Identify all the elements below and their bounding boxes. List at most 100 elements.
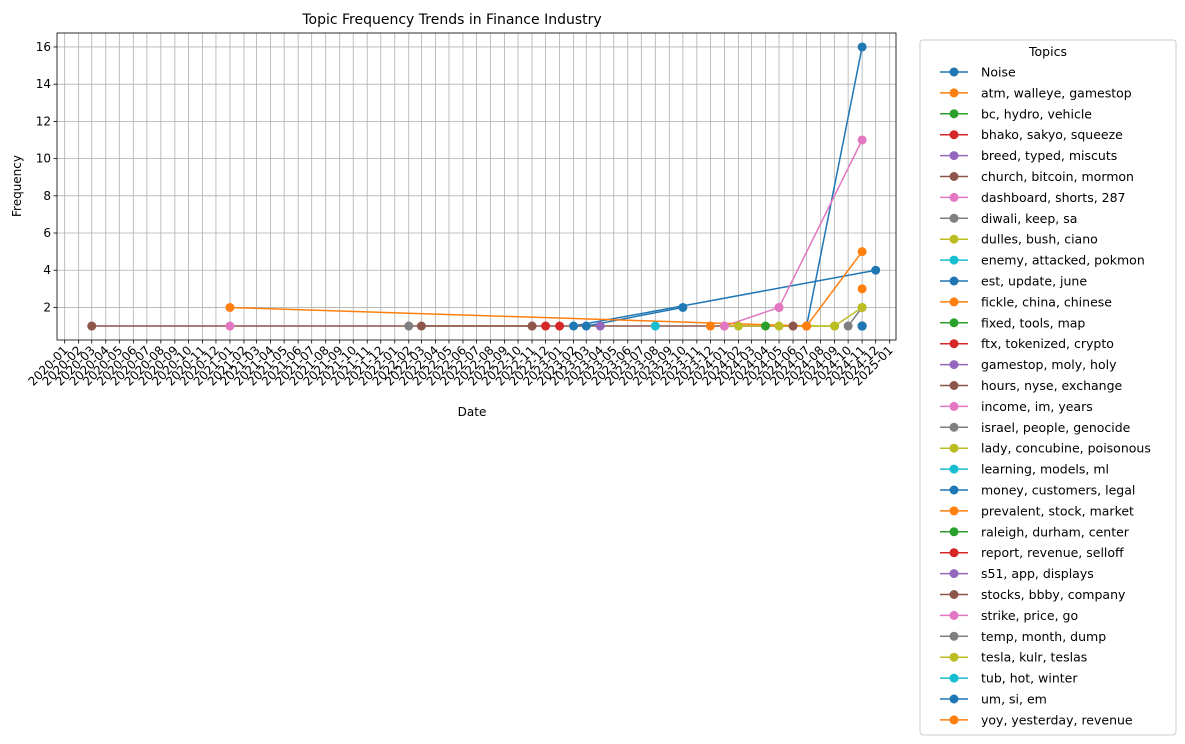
legend-swatch-marker xyxy=(949,464,959,474)
legend-entry-label: bhako, sakyo, squeeze xyxy=(981,127,1123,142)
series-line xyxy=(573,269,876,327)
legend-entry-label: raleigh, durham, center xyxy=(981,524,1130,539)
data-point xyxy=(87,321,97,331)
legend-swatch-marker xyxy=(949,590,959,599)
legend-swatch-marker xyxy=(949,297,959,307)
data-point xyxy=(857,135,867,145)
legend-entry-label: breed, typed, miscuts xyxy=(981,148,1117,163)
series-line xyxy=(805,46,863,327)
data-point xyxy=(527,321,537,331)
data-point xyxy=(555,321,565,331)
data-point xyxy=(581,321,591,331)
data-point xyxy=(541,321,551,331)
data-point xyxy=(857,247,867,257)
legend-swatch-marker xyxy=(949,130,959,140)
legend-entry-label: fixed, tools, map xyxy=(981,315,1085,330)
data-point xyxy=(569,321,579,331)
data-point xyxy=(843,321,853,331)
legend-entry-label: bc, hydro, vehicle xyxy=(981,106,1092,121)
data-point xyxy=(857,42,867,52)
chart-title: Topic Frequency Trends in Finance Indust… xyxy=(301,12,601,28)
data-point xyxy=(760,321,770,331)
legend-title: Topics xyxy=(1028,44,1067,59)
legend-swatch-marker xyxy=(949,631,959,641)
legend-entry-label: diwali, keep, sa xyxy=(981,211,1077,226)
legend-swatch-marker xyxy=(949,694,959,704)
y-tick-label: 16 xyxy=(36,40,51,54)
legend-items: Noise atm, walleye, gamestop bc, hydro, ve… xyxy=(940,65,1151,727)
legend-swatch-marker xyxy=(949,109,959,119)
legend-entry-label: yoy, yesterday, revenue xyxy=(981,712,1133,727)
legend-swatch-marker xyxy=(949,527,959,537)
data-point xyxy=(857,321,867,331)
data-point xyxy=(857,302,867,312)
legend-entry-label: lady, concubine, poisonous xyxy=(981,441,1151,456)
legend-swatch-marker xyxy=(949,276,959,286)
data-point xyxy=(802,321,812,331)
x-axis: 2020-012020-022020-032020-042020-052020-… xyxy=(25,340,896,389)
legend-entry-label: stocks, bbby, company xyxy=(981,587,1126,602)
legend-entry-label: tub, hot, winter xyxy=(981,671,1078,686)
legend-entry-label: strike, price, go xyxy=(981,608,1078,623)
legend-swatch-marker xyxy=(949,360,959,370)
y-tick-label: 2 xyxy=(43,300,51,314)
y-axis-label: Frequency xyxy=(10,155,24,217)
legend-entry-label: ftx, tokenized, crypto xyxy=(981,336,1114,351)
legend-entry-label: Noise xyxy=(981,65,1016,80)
legend: Topics Noise atm, walleye, gamestop bc, hy… xyxy=(919,39,1177,736)
legend-swatch-marker xyxy=(949,255,959,265)
data-point xyxy=(871,265,881,275)
data-point xyxy=(733,321,743,331)
legend-entry-label: atm, walleye, gamestop xyxy=(981,85,1132,100)
legend-box xyxy=(919,39,1177,736)
legend-swatch-marker xyxy=(949,652,959,662)
legend-entry-label: church, bitcoin, mormon xyxy=(981,169,1134,184)
data-point xyxy=(416,321,426,331)
legend-entry-label: enemy, attacked, pokmon xyxy=(981,253,1145,268)
legend-swatch-marker xyxy=(949,485,959,495)
legend-entry-label: est, update, june xyxy=(981,274,1087,289)
legend-entry-label: tesla, kulr, teslas xyxy=(981,650,1087,665)
legend-swatch-marker xyxy=(949,715,959,725)
legend-swatch-marker xyxy=(949,318,959,328)
legend-swatch-marker xyxy=(949,401,959,411)
legend-entry-label: s51, app, displays xyxy=(981,566,1094,581)
legend-swatch-marker xyxy=(949,443,959,453)
y-tick-label: 12 xyxy=(36,114,51,128)
y-tick-label: 8 xyxy=(43,189,51,203)
legend-swatch-marker xyxy=(949,172,959,181)
legend-entry-label: dashboard, shorts, 287 xyxy=(981,190,1126,205)
data-point xyxy=(225,321,235,331)
data-point xyxy=(830,321,840,331)
legend-swatch-marker xyxy=(949,88,959,98)
legend-swatch-marker xyxy=(949,192,959,202)
data-point xyxy=(774,302,784,312)
legend-swatch-marker xyxy=(949,234,959,244)
y-tick-label: 10 xyxy=(36,152,51,166)
legend-swatch-marker xyxy=(949,422,959,432)
y-tick-label: 14 xyxy=(36,77,51,91)
series-line xyxy=(805,251,863,327)
legend-swatch-marker xyxy=(949,569,959,579)
legend-entry-label: learning, models, ml xyxy=(981,462,1109,477)
legend-swatch-marker xyxy=(949,548,959,558)
x-axis-label: Date xyxy=(458,405,487,419)
legend-entry-label: income, im, years xyxy=(981,399,1093,414)
data-point xyxy=(857,284,867,294)
legend-swatch-marker xyxy=(949,673,959,683)
data-point xyxy=(225,302,235,312)
series-markers xyxy=(87,42,881,331)
legend-swatch-marker xyxy=(949,67,959,77)
data-point xyxy=(788,321,798,331)
y-tick-label: 6 xyxy=(43,226,51,240)
legend-entry-label: report, revenue, selloff xyxy=(981,545,1124,560)
legend-swatch-marker xyxy=(949,213,959,223)
data-point xyxy=(678,302,688,312)
y-tick-label: 4 xyxy=(43,263,51,277)
y-axis: 2 4 6 8 10 12 14 16 xyxy=(36,40,57,314)
legend-entry-label: dulles, bush, ciano xyxy=(981,232,1098,247)
legend-swatch-marker xyxy=(949,610,959,620)
legend-entry-label: prevalent, stock, market xyxy=(981,503,1134,518)
data-point xyxy=(595,321,605,331)
